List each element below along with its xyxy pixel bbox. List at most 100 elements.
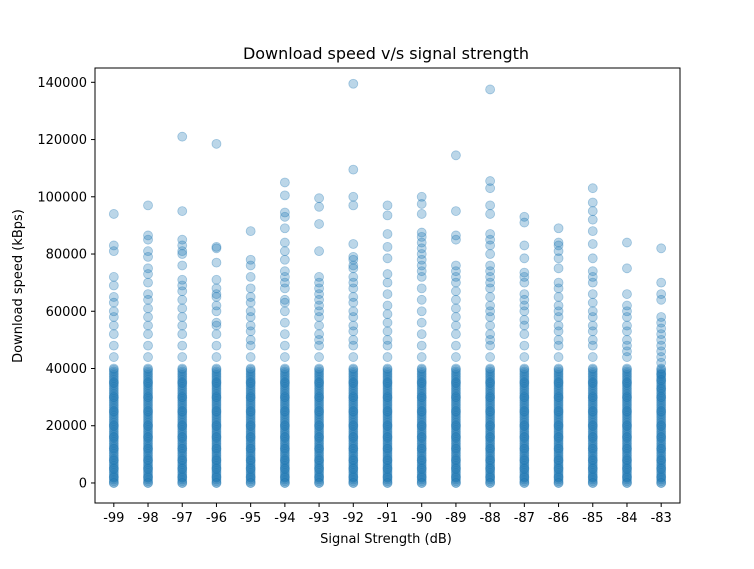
data-point	[211, 429, 222, 440]
data-point	[143, 471, 153, 482]
data-point	[416, 411, 427, 421]
data-point	[485, 376, 496, 387]
data-point	[416, 317, 427, 328]
data-point	[177, 377, 188, 388]
data-point	[143, 373, 153, 384]
data-point	[519, 392, 530, 403]
data-point	[485, 272, 496, 282]
data-point	[382, 334, 393, 345]
data-point	[587, 419, 598, 430]
data-point	[108, 452, 119, 463]
data-point	[656, 369, 667, 380]
data-point	[279, 443, 290, 454]
data-point	[519, 459, 530, 469]
data-point	[245, 433, 256, 444]
data-point	[177, 409, 188, 420]
data-point	[382, 454, 393, 464]
data-point	[622, 454, 632, 464]
data-point	[382, 472, 393, 483]
data-point	[177, 329, 188, 340]
data-point	[587, 393, 598, 404]
data-point	[108, 443, 119, 454]
data-point	[382, 387, 393, 397]
data-point	[245, 472, 256, 483]
data-point	[279, 283, 290, 294]
data-point	[108, 474, 119, 485]
data-point	[587, 407, 598, 418]
data-point	[108, 438, 119, 449]
data-point	[622, 472, 632, 483]
data-point	[177, 443, 188, 454]
data-point	[587, 390, 598, 401]
data-point	[656, 476, 667, 487]
data-point	[211, 414, 222, 425]
data-point	[451, 150, 461, 161]
data-point	[382, 478, 393, 488]
data-point	[211, 443, 222, 454]
data-point	[245, 297, 256, 308]
data-point	[416, 254, 427, 265]
data-point	[211, 478, 222, 488]
data-point	[211, 438, 222, 449]
data-point	[108, 292, 119, 302]
data-point	[279, 377, 290, 388]
data-point	[416, 402, 427, 413]
data-point	[314, 433, 324, 444]
data-point	[587, 183, 598, 194]
data-point	[348, 445, 359, 456]
data-point	[143, 412, 153, 423]
data-point	[553, 443, 564, 454]
data-point	[108, 240, 119, 251]
data-point	[348, 448, 359, 459]
data-point	[656, 373, 667, 384]
data-point	[519, 457, 530, 468]
data-point	[416, 385, 427, 396]
data-point	[314, 363, 324, 374]
data-point	[485, 420, 496, 431]
data-point	[622, 466, 632, 476]
data-point	[656, 428, 667, 439]
data-point	[211, 472, 222, 483]
data-point	[314, 320, 324, 331]
data-point	[314, 454, 324, 464]
data-point	[314, 300, 324, 311]
data-point	[348, 423, 359, 433]
data-point	[553, 417, 564, 428]
x-tick-label: -84	[616, 511, 637, 526]
data-point	[108, 440, 119, 451]
data-point	[451, 294, 461, 305]
data-point	[108, 400, 119, 411]
data-point	[348, 420, 359, 431]
data-point	[587, 383, 598, 394]
data-point	[451, 363, 461, 374]
data-point	[143, 404, 153, 415]
data-point	[245, 375, 256, 385]
data-point	[382, 417, 393, 428]
data-point	[587, 272, 598, 282]
data-point	[622, 406, 632, 417]
data-point	[485, 395, 496, 406]
data-point	[348, 463, 359, 474]
data-point	[314, 340, 324, 351]
data-point	[519, 399, 530, 409]
data-point	[382, 407, 393, 418]
data-point	[108, 306, 119, 317]
data-point	[553, 474, 564, 485]
data-point	[143, 417, 153, 428]
data-point	[622, 423, 632, 433]
data-point	[553, 277, 564, 288]
data-point	[656, 368, 667, 378]
data-point	[279, 207, 290, 218]
data-point	[382, 406, 393, 417]
data-point	[108, 455, 119, 466]
data-point	[382, 450, 393, 461]
data-point	[416, 407, 427, 418]
data-point	[279, 420, 290, 431]
data-point	[279, 454, 290, 464]
data-point	[108, 460, 119, 471]
data-point	[553, 253, 564, 264]
data-point	[143, 400, 153, 411]
data-point	[177, 320, 188, 331]
data-point	[279, 426, 290, 437]
data-point	[177, 378, 188, 389]
